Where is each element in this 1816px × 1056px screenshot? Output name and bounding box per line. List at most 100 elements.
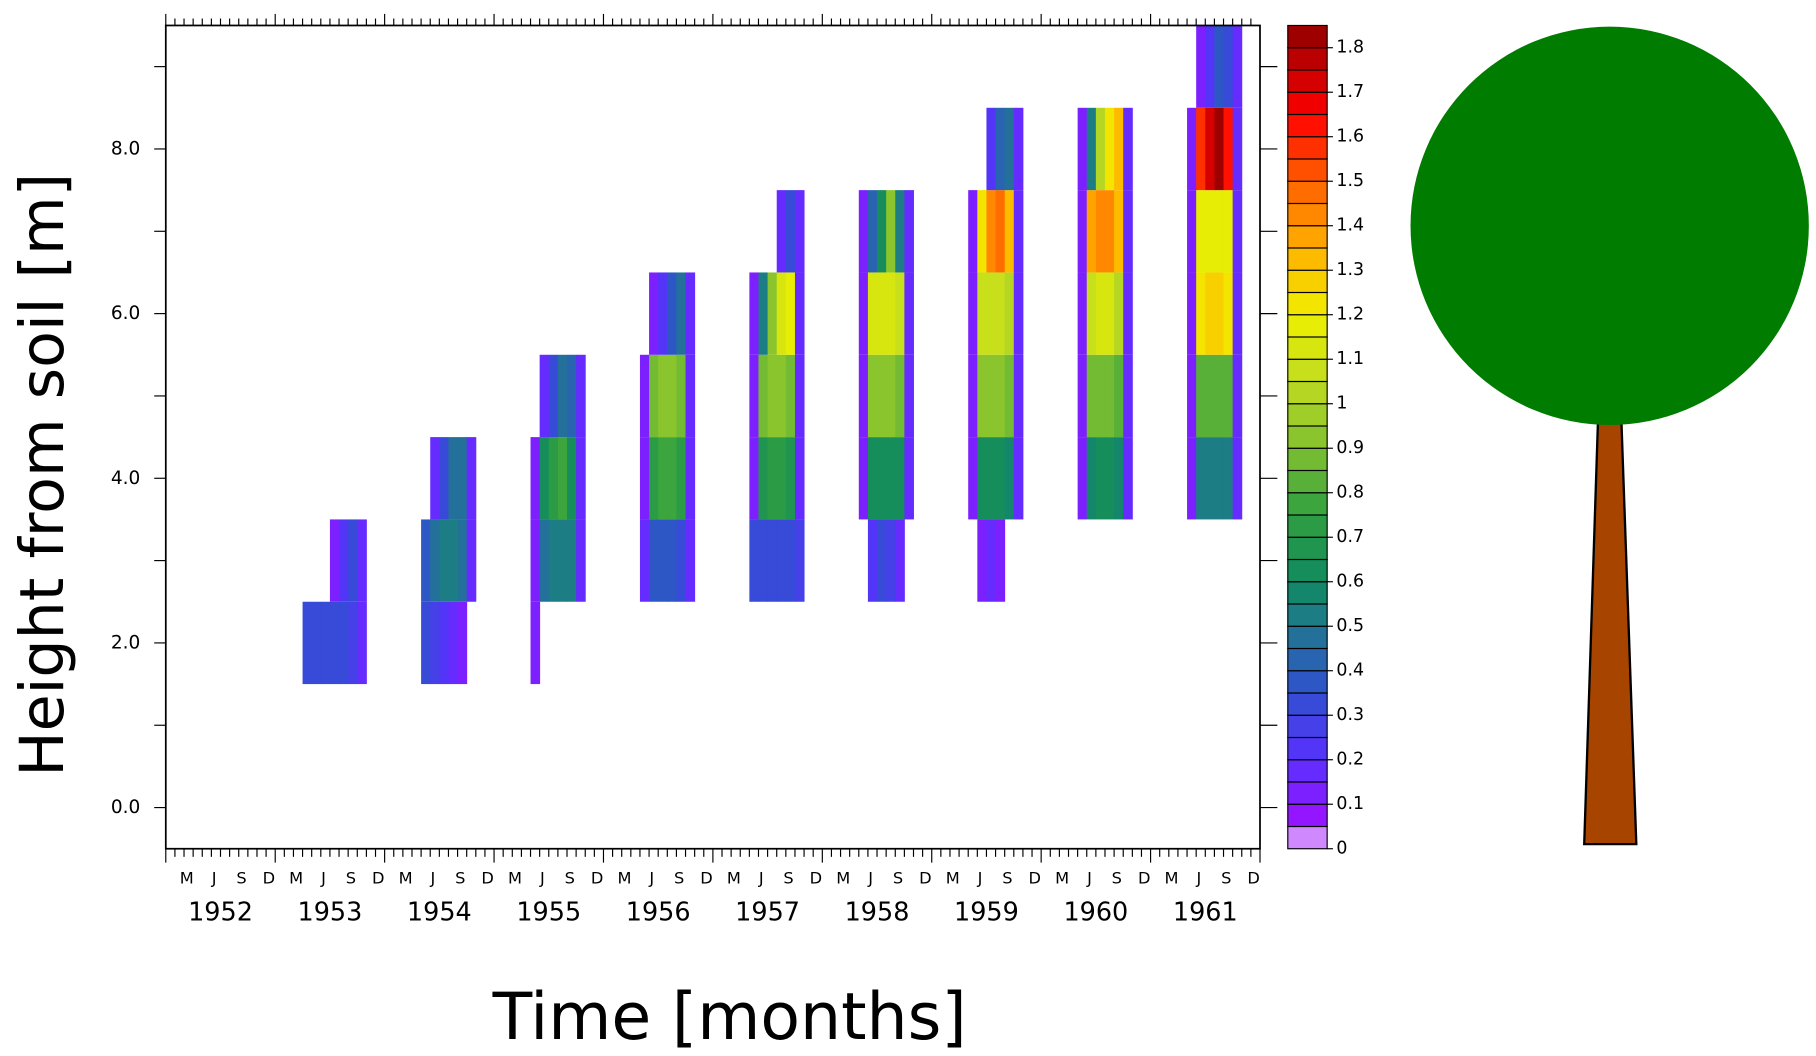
heat-cell [531,437,541,519]
heat-cell [448,519,458,601]
colorbar-label: 1 [1336,394,1347,414]
heat-cell [996,272,1006,354]
heat-cell [795,272,805,354]
month-label: D [1029,868,1041,887]
month-label: J [1196,868,1202,887]
heat-cell [1123,190,1133,272]
heat-cell [321,602,331,684]
x-tick-label: 1958 [845,898,910,928]
heat-cell [549,355,559,437]
heat-cell [968,437,978,519]
heat-cell [1196,355,1206,437]
heat-cell [895,519,905,601]
heat-cell [458,437,468,519]
heat-cell [1123,355,1133,437]
month-label: D [1138,868,1150,887]
heat-cell [1078,355,1088,437]
colorbar-label: 1.7 [1336,82,1364,102]
heat-cell [777,355,787,437]
y-tick-label: 4.0 [111,468,140,489]
heat-cell [1087,190,1097,272]
heat-cell [1014,190,1024,272]
tree-trunk [1584,417,1636,844]
heat-cell [540,355,550,437]
colorbar-label: 0.8 [1336,483,1364,503]
month-label: J [867,868,873,887]
heat-cell [877,190,887,272]
month-label: D [919,868,931,887]
month-label: D [263,868,275,887]
heat-cell [1078,272,1088,354]
heat-cell [357,519,367,601]
heat-cell [977,437,987,519]
heat-cell [1096,272,1106,354]
heat-cell [795,355,805,437]
x-tick-label: 1955 [516,898,581,928]
heat-cell [1224,272,1234,354]
month-label: S [1112,868,1122,887]
colorbar-bin [1288,671,1327,693]
heat-cell [676,519,686,601]
heat-cell [1087,108,1097,190]
x-tick-label: 1952 [188,898,253,928]
heat-cell [768,272,778,354]
heat-cell [676,272,686,354]
heat-cell [567,437,577,519]
month-label: D [810,868,822,887]
colorbar-label: 1.2 [1336,305,1364,325]
colorbar-bin [1288,693,1327,715]
y-tick-label: 8.0 [111,138,140,159]
month-label: M [508,868,522,887]
heat-cell [312,602,322,684]
month-label: D [1247,868,1259,887]
heat-cell [1105,437,1115,519]
heat-cell [567,355,577,437]
month-label: J [430,868,436,887]
heat-cell [968,190,978,272]
month-label: M [946,868,960,887]
heat-cell [658,519,668,601]
colorbar-bin [1288,381,1327,403]
colorbar-label: 0.1 [1336,794,1364,814]
heat-cell [986,272,996,354]
heat-cell [430,602,440,684]
heat-cell [421,602,431,684]
month-label: M [727,868,741,887]
heat-cell [1114,190,1124,272]
colorbar-bin [1288,582,1327,604]
month-label: J [211,868,217,887]
colorbar-bin [1288,515,1327,537]
heat-cell [1196,25,1206,107]
heat-cell [777,272,787,354]
heat-cell [986,519,996,601]
month-label: J [539,868,545,887]
heat-cell [558,437,568,519]
month-label: M [836,868,850,887]
colorbar-bin [1288,537,1327,559]
heat-cell [330,519,340,601]
heat-cell [467,519,477,601]
heat-cell [439,602,449,684]
colorbar-bin [1288,559,1327,581]
heat-cell [968,272,978,354]
heat-cell [1005,355,1015,437]
heat-cell [640,355,650,437]
heat-cell [1096,437,1106,519]
month-label: M [180,868,194,887]
heat-cell [886,272,896,354]
heat-cell [439,437,449,519]
colorbar-label: 0.3 [1336,705,1364,725]
colorbar-label: 1.1 [1336,349,1364,369]
colorbar-bin [1288,48,1327,70]
heat-cell [986,108,996,190]
heat-cell [1096,355,1106,437]
heat-cell [996,519,1006,601]
colorbar-label: 1.8 [1336,38,1364,58]
heat-cell [1087,355,1097,437]
heat-cell [895,437,905,519]
month-label: D [591,868,603,887]
colorbar-bin [1288,737,1327,759]
heat-cell [868,519,878,601]
heat-cell [531,602,541,684]
heat-cell [886,437,896,519]
